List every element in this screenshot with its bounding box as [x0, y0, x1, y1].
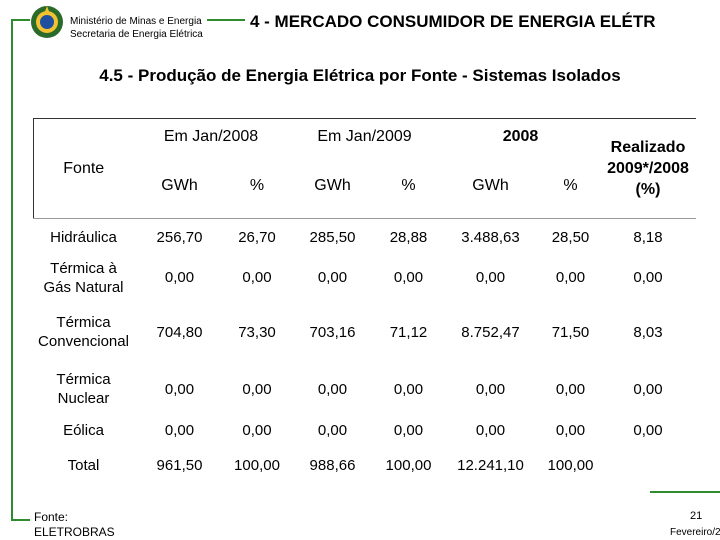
source: ELETROBRAS	[34, 525, 115, 539]
data-cell: 0,00	[393, 421, 424, 439]
data-cell: 0,00	[555, 380, 586, 398]
data-cell: 0,00	[633, 421, 663, 439]
logo	[31, 6, 63, 38]
data-cell: 0,00	[242, 380, 272, 398]
data-cell: 0,00	[317, 380, 348, 398]
secretariat: Secretaria de Energia Elétrica	[70, 29, 203, 40]
ministry: Ministério de Minas e Energia	[70, 16, 202, 27]
data-cell: 28,88	[389, 229, 428, 247]
data-cell: 0,00	[393, 269, 424, 286]
organization: Ministério de Minas e Energia Secretaria…	[70, 15, 203, 41]
data-cell: 961,50	[156, 456, 203, 474]
data-cell: 703,16	[309, 323, 356, 341]
row-label: Total	[67, 456, 100, 474]
data-cell: 0,00	[242, 421, 272, 439]
data-cell: 0,00	[475, 421, 506, 439]
data-cell: 0,00	[475, 380, 506, 398]
data-cell: 0,00	[317, 269, 348, 286]
unit-cell: GWh	[288, 153, 377, 219]
data-cell: 0,00	[317, 421, 348, 439]
data-cell: 100,00	[385, 456, 432, 474]
frame-line	[11, 19, 30, 521]
unit-row: GWh% GWh% GWh%	[34, 153, 696, 219]
date: Fevereiro/200	[670, 527, 720, 538]
unit-cell: %	[225, 153, 289, 219]
page-number: 21	[690, 510, 703, 522]
data-cell: 12.241,10	[457, 456, 524, 474]
data-row: Hidráulica 256,70 26,70 285,50 28,88 3.488,63…	[34, 219, 696, 257]
data-cell: 0,00	[164, 269, 195, 286]
data-cell: 285,50	[309, 229, 356, 247]
data-row: Térmica Convencional 704,80 73,30 703,16 71,…	[34, 299, 696, 366]
data-cell: 0,00	[164, 421, 195, 439]
source-label: Fonte:	[34, 510, 69, 524]
data-cell	[601, 448, 696, 483]
data-cell: 73,30	[238, 323, 276, 341]
data-cell: 0,00	[475, 269, 506, 286]
data-cell: 100,00	[547, 456, 594, 474]
data-cell: 71,50	[551, 323, 590, 341]
data-cell: 0,00	[164, 380, 195, 398]
data-cell: 3.488,63	[461, 229, 520, 247]
title: 4 - MERCADO CONSUMIDOR DE ENERGIA ELÉTR	[250, 12, 656, 31]
data-cell: 8,18	[633, 229, 663, 247]
header-cell: Fonte	[33, 118, 134, 219]
data-cell: 8.752,47	[461, 323, 520, 341]
data-cell: 988,66	[309, 456, 356, 474]
row-label: Térmica Convencional	[38, 314, 129, 350]
unit-cell: GWh	[440, 153, 541, 219]
data-cell: 8,03	[633, 323, 663, 341]
subtitle: 4.5 - Produção de Energia Elétrica por F…	[99, 66, 621, 85]
data-row: Total 961,50 100,00 988,66 100,00 12.241,10 10…	[34, 448, 696, 483]
data-cell: 0,00	[555, 421, 586, 439]
unit-cell: %	[376, 153, 441, 219]
row-label: Térmica à Gás Natural	[43, 259, 124, 296]
row-label: Eólica	[63, 421, 104, 439]
data-cell: 256,70	[156, 229, 203, 247]
data-row: Eólica 0,00 0,00 0,00 0,00 0,00 0,00 0,00	[34, 413, 696, 448]
data-cell: 0,00	[393, 380, 424, 398]
header-row: Fonte Em Jan/2008 Em Jan/2009 2008 Reali…	[33, 118, 696, 219]
data-cell: 704,80	[156, 323, 203, 341]
row-label: Térmica Nuclear	[56, 371, 111, 407]
data-cell: 0,00	[633, 380, 663, 398]
data-cell: 0,00	[242, 269, 272, 286]
header-cell: 2008	[440, 118, 601, 154]
data-cell: 0,00	[555, 269, 586, 286]
data-cell: 26,70	[238, 229, 276, 247]
table: Fonte Em Jan/2008 Em Jan/2009 2008 Reali…	[33, 118, 696, 483]
data-cell: 100,00	[234, 456, 280, 474]
unit-cell: %	[540, 153, 601, 219]
data-cell: 71,12	[389, 323, 428, 341]
data-cell: 28,50	[551, 229, 590, 247]
header-cell: Realizado 2009*/2008 (%)	[600, 118, 696, 219]
data-row: Térmica Nuclear 0,00 0,00 0,00 0,00 0,00 0,00 0…	[34, 366, 696, 413]
data-row: Térmica à Gás Natural 0,00 0,00 0,00 0,00 0,0…	[34, 257, 696, 299]
data-cell: 0,00	[633, 269, 663, 286]
header-cell: Em Jan/2008	[133, 118, 289, 154]
unit-cell: GWh	[133, 153, 226, 219]
header-cell: Em Jan/2009	[288, 118, 441, 154]
row-label: Hidráulica	[50, 229, 117, 247]
